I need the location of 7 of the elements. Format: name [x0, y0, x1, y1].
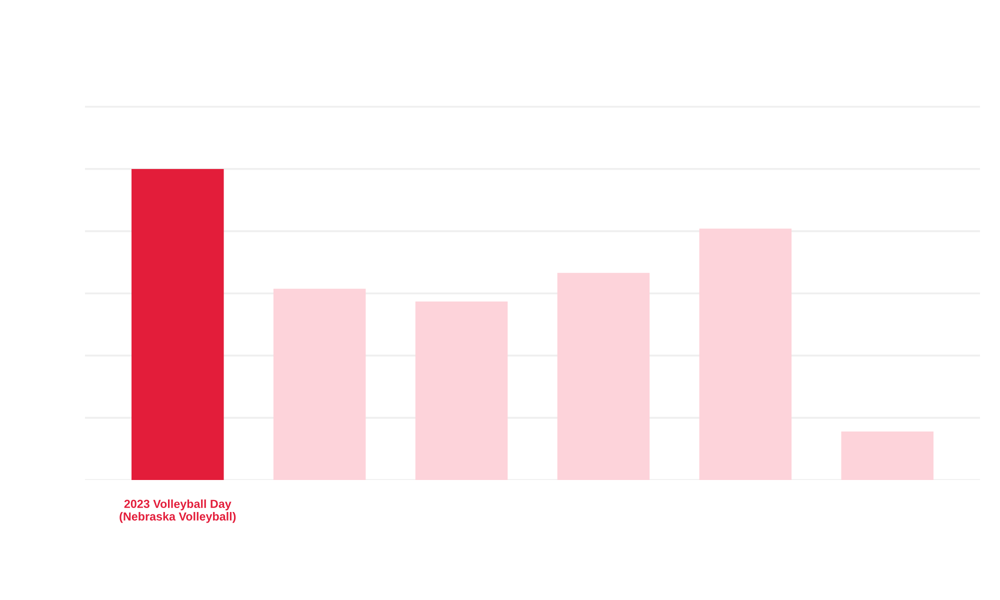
- bar: [699, 228, 792, 480]
- bar: [132, 168, 224, 480]
- bar: [415, 301, 508, 480]
- x-tick-label: 2023 Volleyball Day (Nebraska Volleyball): [120, 499, 236, 523]
- bar: [273, 288, 366, 480]
- bar: [557, 272, 650, 480]
- bar: [841, 431, 934, 480]
